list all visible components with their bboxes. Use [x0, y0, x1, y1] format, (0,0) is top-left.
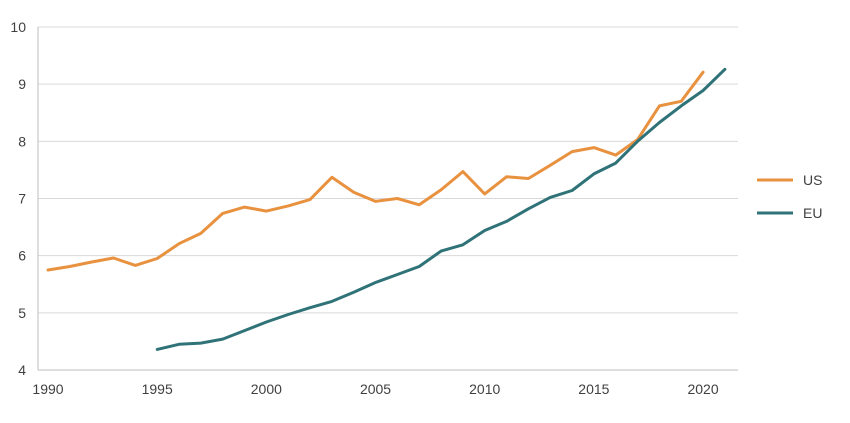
x-tick-label: 1995: [142, 381, 173, 397]
gridlines: [38, 26, 738, 314]
y-tick-label: 4: [18, 362, 26, 378]
series-line-eu: [155, 67, 727, 351]
y-tick-label: 10: [10, 19, 26, 35]
series-line-us: [46, 70, 705, 272]
x-axis-ticks: 1990 1995 2000 2005 2010 2015 2020: [32, 381, 718, 397]
x-tick-label: 2015: [578, 381, 609, 397]
y-tick-label: 5: [18, 305, 26, 321]
y-tick-label: 8: [18, 133, 26, 149]
y-tick-label: 6: [18, 248, 26, 264]
series-lines: [46, 67, 727, 351]
legend: US EU: [757, 172, 822, 221]
x-tick-label: 1990: [32, 381, 63, 397]
legend-label-eu: EU: [803, 205, 822, 221]
x-tick-label: 2010: [469, 381, 500, 397]
y-axis-ticks: 4 5 6 7 8 9 10: [10, 19, 26, 378]
y-tick-label: 7: [18, 191, 26, 207]
x-tick-label: 2020: [687, 381, 718, 397]
x-tick-label: 2005: [360, 381, 391, 397]
y-tick-label: 9: [18, 76, 26, 92]
x-tick-label: 2000: [251, 381, 282, 397]
legend-label-us: US: [803, 172, 822, 188]
